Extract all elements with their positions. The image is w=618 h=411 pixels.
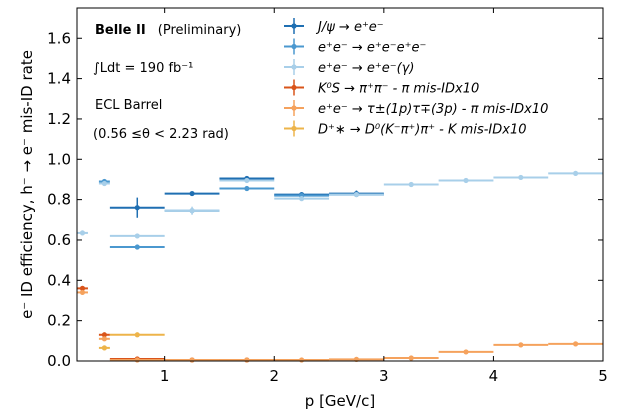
legend-marker-dot (291, 84, 297, 91)
data-point (101, 336, 107, 342)
plot-frame (76, 7, 604, 362)
data-point (134, 357, 140, 363)
legend: J/ψ → e⁺e⁻ e⁺e⁻ → e⁺e⁻e⁺e⁻ e⁺e⁻ → e⁺e⁻(γ) K… (284, 18, 548, 138)
data-point (518, 342, 524, 348)
legend-entry-5: D⁺∗ → D⁰(K⁻π⁺)π⁺ - K mis-IDx10 (284, 120, 526, 138)
y-tick-label: 1.6 (47, 29, 71, 47)
legend-entry-3: K⁰S → π⁺π⁻ - π mis-IDx10 (284, 79, 479, 97)
y-tick-label: 0.0 (47, 352, 71, 370)
annotation-region: ECL Barrel (95, 98, 162, 113)
data-point (189, 357, 195, 363)
data-point (101, 345, 107, 351)
legend-entry-1: e⁺e⁻ → e⁺e⁻e⁺e⁻ (284, 38, 426, 56)
x-tick-label: 4 (489, 367, 499, 385)
series-4 (77, 289, 603, 363)
x-tick-label: 5 (598, 367, 608, 385)
legend-label: e⁺e⁻ → e⁺e⁻(γ) (318, 61, 414, 76)
legend-label: J/ψ → e⁺e⁻ (315, 20, 384, 35)
series-3 (77, 285, 275, 363)
legend-entry-2: e⁺e⁻ → e⁺e⁻(γ) (284, 59, 414, 76)
data-point (573, 170, 579, 177)
y-tick-label: 1.0 (47, 150, 71, 168)
legend-marker-dot (291, 23, 297, 29)
legend-marker-dot (291, 64, 297, 70)
axis-ticks: 1 2 3 4 5 0.0 0.2 0.4 0.6 0.8 1.0 1.2 1.4 1.6 (47, 8, 608, 385)
data-point (299, 357, 305, 363)
data-point (244, 185, 250, 192)
y-tick-label: 0.4 (47, 271, 71, 289)
data-point (189, 208, 195, 214)
series-5 (98, 332, 165, 351)
data-point (573, 341, 579, 347)
series-2 (77, 170, 603, 239)
y-tick-label: 1.4 (47, 70, 71, 88)
legend-marker-dot (291, 105, 297, 111)
data-point (79, 230, 86, 236)
data-point (463, 177, 469, 184)
data-point (408, 355, 414, 361)
data-point (299, 196, 305, 202)
data-point (134, 332, 140, 338)
data-point (463, 349, 469, 355)
y-tick-label: 1.2 (47, 110, 71, 128)
plot-marks (77, 170, 603, 363)
data-point (79, 289, 86, 296)
data-point (134, 233, 140, 239)
data-point (101, 332, 107, 338)
legend-marker-dot (291, 43, 297, 50)
x-tick-label: 1 (160, 367, 170, 385)
legend-entry-0: J/ψ → e⁺e⁻ (284, 18, 384, 35)
data-point (244, 177, 250, 184)
data-point (518, 174, 524, 181)
data-point (244, 357, 250, 363)
data-point (79, 285, 86, 291)
y-tick-label: 0.8 (47, 191, 71, 209)
legend-label: e⁺e⁻ → e⁺e⁻e⁺e⁻ (318, 41, 426, 56)
data-point (134, 244, 140, 250)
data-point (189, 190, 195, 197)
annotation-theta-range: (0.56 ≤θ < 2.23 rad) (93, 127, 229, 142)
y-tick-label: 0.6 (47, 231, 71, 249)
annotation-experiment-status: (Preliminary) (158, 23, 242, 38)
data-point (101, 180, 107, 187)
legend-label: e⁺e⁻ → τ±(1p)τ∓(3p) - π mis-IDx10 (318, 102, 548, 117)
annotation-experiment: Belle II (Preliminary) (95, 23, 241, 38)
y-tick-label: 0.2 (47, 312, 71, 330)
legend-label: K⁰S → π⁺π⁻ - π mis-IDx10 (318, 82, 479, 97)
x-tick-label: 3 (379, 367, 389, 385)
x-axis-label: p [GeV/c] (305, 392, 375, 410)
data-point (353, 191, 360, 198)
data-point (134, 205, 140, 211)
annotation-luminosity: ∫Ldt = 190 fb⁻¹ (93, 61, 193, 76)
legend-label: D⁺∗ → D⁰(K⁻π⁺)π⁺ - K mis-IDx10 (318, 123, 526, 138)
series-1 (98, 178, 384, 250)
x-tick-label: 2 (269, 367, 279, 385)
legend-marker-dot (291, 125, 297, 132)
annotation-experiment-name: Belle II (95, 23, 146, 38)
legend-entry-4: e⁺e⁻ → τ±(1p)τ∓(3p) - π mis-IDx10 (284, 100, 548, 117)
data-point (408, 181, 414, 188)
y-axis-label: e⁻ ID efficiency, h⁻ → e⁻ mis-ID rate (18, 50, 36, 319)
